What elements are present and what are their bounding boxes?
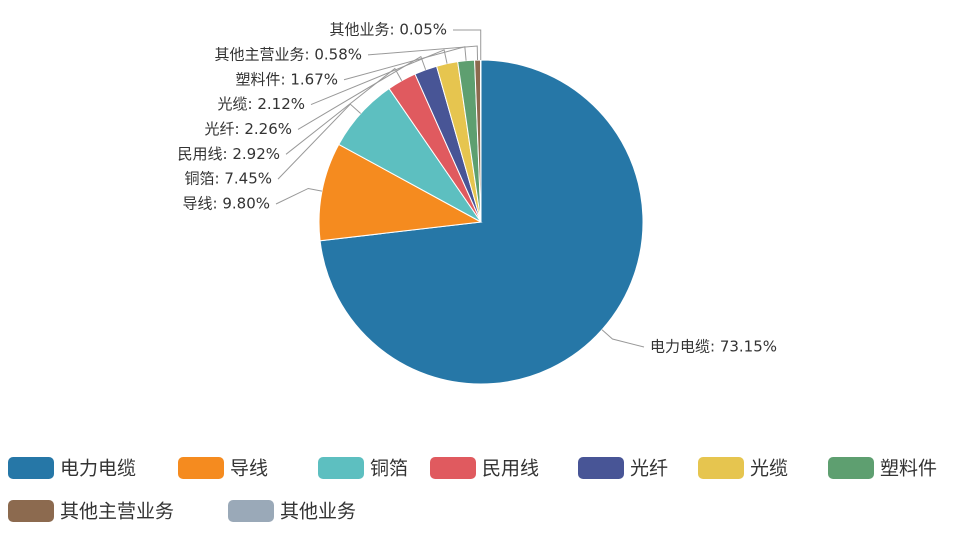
- leader-line: [275, 187, 323, 205]
- legend-swatch[interactable]: [8, 500, 54, 522]
- data-label: 铜箔: 7.45%: [185, 170, 272, 188]
- data-label: 导线: 9.80%: [183, 195, 270, 213]
- legend-swatch[interactable]: [430, 457, 476, 479]
- legend-swatch[interactable]: [178, 457, 224, 479]
- data-label: 民用线: 2.92%: [178, 145, 280, 163]
- legend-label[interactable]: 其他业务: [280, 501, 356, 523]
- legend-label[interactable]: 光纤: [630, 458, 668, 480]
- legend-label[interactable]: 铜箔: [370, 458, 408, 480]
- leader-line: [310, 49, 448, 106]
- legend-label[interactable]: 电力电缆: [60, 458, 136, 480]
- legend-label[interactable]: 塑料件: [880, 458, 937, 480]
- legend-swatch[interactable]: [228, 500, 274, 522]
- leader-line: [367, 45, 479, 61]
- legend-swatch[interactable]: [828, 457, 874, 479]
- legend-swatch[interactable]: [578, 457, 624, 479]
- legend-label[interactable]: 民用线: [482, 458, 539, 480]
- legend-label[interactable]: 光缆: [750, 458, 788, 480]
- legend-label[interactable]: 导线: [230, 458, 268, 480]
- legend-swatch[interactable]: [698, 457, 744, 479]
- data-label: 其他业务: 0.05%: [330, 21, 447, 39]
- leader-line: [601, 329, 645, 348]
- data-label: 电力电缆: 73.15%: [650, 338, 777, 356]
- data-label: 光缆: 2.12%: [218, 95, 305, 113]
- data-label: 光纤: 2.26%: [205, 120, 292, 138]
- data-label: 其他主营业务: 0.58%: [215, 45, 362, 63]
- legend-swatch[interactable]: [318, 457, 364, 479]
- leader-line: [453, 29, 482, 61]
- legend-label[interactable]: 其他主营业务: [60, 501, 174, 523]
- pie-slice: [479, 59, 482, 223]
- legend-swatch[interactable]: [8, 457, 54, 479]
- data-label: 塑料件: 1.67%: [236, 70, 338, 88]
- leader-line: [297, 55, 427, 130]
- leader-line: [285, 67, 403, 155]
